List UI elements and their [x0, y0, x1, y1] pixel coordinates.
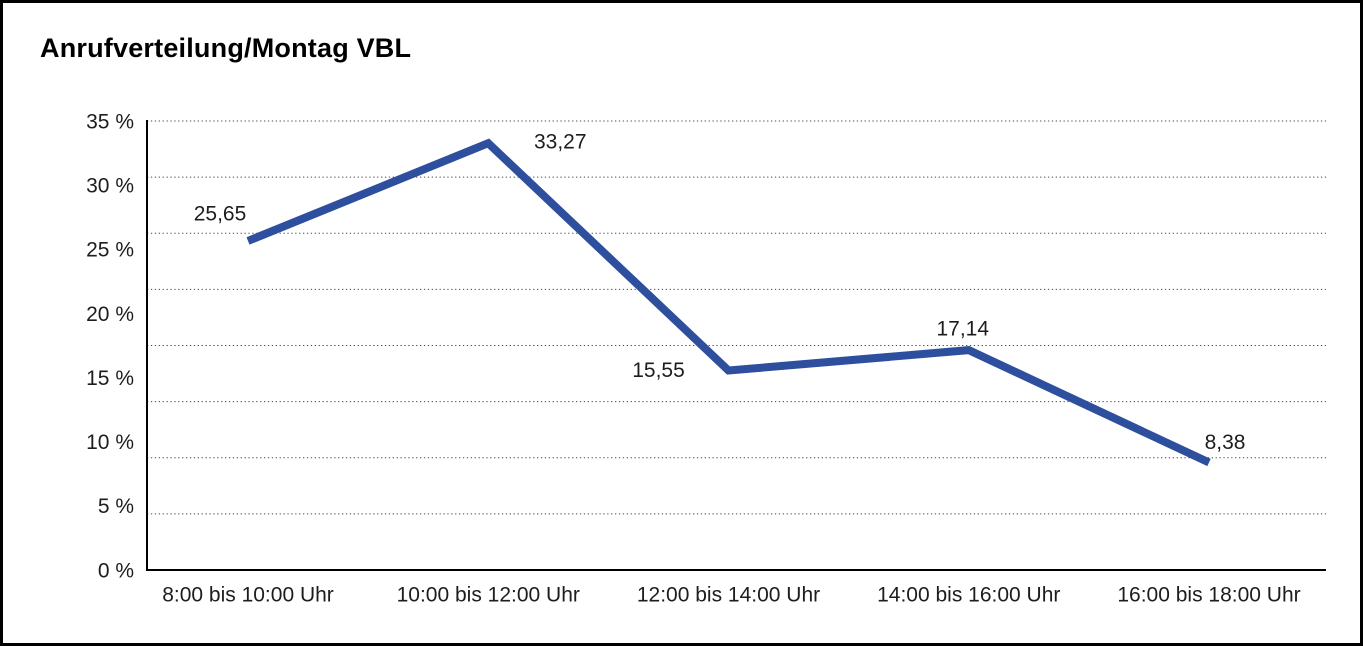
y-axis-tick-label: 10 % — [86, 431, 134, 454]
x-axis-tick-label: 10:00 bis 12:00 Uhr — [397, 583, 580, 606]
chart-title: Anrufverteilung/Montag VBL — [40, 33, 412, 63]
y-axis-tick-label: 35 % — [86, 110, 134, 133]
data-point-label: 17,14 — [936, 317, 989, 340]
y-axis-tick-label: 25 % — [86, 239, 134, 262]
y-axis-tick-label: 5 % — [98, 495, 134, 518]
y-axis-tick-label: 0 % — [98, 559, 134, 582]
x-axis-tick-label: 8:00 bis 10:00 Uhr — [162, 583, 334, 606]
x-axis-tick-label: 16:00 bis 18:00 Uhr — [1117, 583, 1300, 606]
y-axis-tick-label: 20 % — [86, 303, 134, 326]
data-point-label: 25,65 — [194, 202, 247, 225]
data-point-label: 33,27 — [534, 131, 587, 154]
y-axis-tick-label: 15 % — [86, 367, 134, 390]
data-point-label: 8,38 — [1205, 431, 1246, 454]
x-axis-tick-label: 12:00 bis 14:00 Uhr — [637, 583, 820, 606]
y-axis-tick-label: 30 % — [86, 174, 134, 197]
data-line — [246, 138, 1211, 467]
x-axis-tick-label: 14:00 bis 16:00 Uhr — [877, 583, 1060, 606]
line-chart: 35 % 30 % 25 % 20 % 15 % 10 % 5 % 0 % 8:00 bis 1… — [86, 110, 1326, 606]
data-point-label: 15,55 — [632, 359, 685, 382]
